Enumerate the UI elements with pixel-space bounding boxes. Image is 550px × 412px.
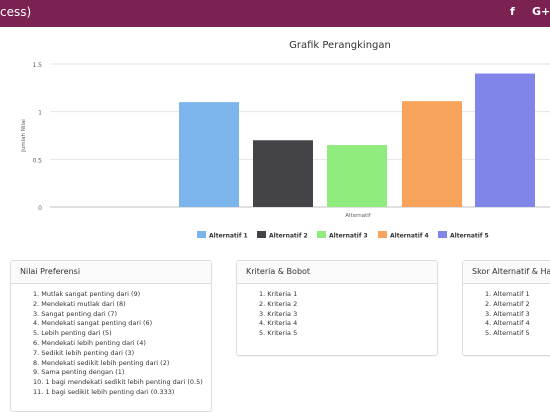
skor-list: 1. Alternatif 1 2. Alternatif 2 3. Alter…: [463, 284, 550, 339]
facebook-icon[interactable]: f: [510, 5, 515, 18]
list-item: 11. 1 bagi sedikit lebih penting dari (0…: [33, 387, 175, 396]
list-item: 6. Mendekati lebih penting dari (4): [33, 338, 146, 347]
panel-title: Skor Alternatif & Has: [463, 261, 550, 284]
legend-label-2: Alternatif 2: [269, 233, 308, 240]
legend-label-5: Alternatif 5: [450, 233, 489, 240]
x-axis-label: Alternatif: [345, 213, 372, 219]
y-tick-label: 0.5: [32, 157, 42, 164]
y-tick-label: 0: [38, 205, 42, 212]
preferensi-list: 1. Mutlak sangat penting dari (9) 2. Men…: [11, 284, 211, 398]
list-item: 5. Lebih penting dari (5): [33, 329, 112, 338]
google-plus-icon[interactable]: G+: [532, 5, 550, 18]
legend-swatch-2: [257, 231, 266, 238]
bar-4: [402, 101, 462, 207]
legend-label-4: Alternatif 4: [390, 233, 429, 240]
list-item: 3. Sangat penting dari (7): [33, 309, 117, 318]
list-item: 8. Mendekati sedikit lebih penting dari …: [33, 358, 170, 367]
list-item: 1. Alternatif 1: [485, 290, 530, 298]
chart-title: Grafik Perangkingan: [289, 40, 391, 51]
list-item: 3. Alternatif 3: [485, 309, 530, 318]
list-item: 4. Alternatif 4: [485, 319, 530, 328]
list-item: 2. Alternatif 2: [485, 299, 530, 308]
panel-skor-alternatif: Skor Alternatif & Has 1. Alternatif 1 2.…: [462, 260, 550, 356]
top-navbar: cess) f G+: [0, 0, 550, 27]
list-item: 4. Kriteria 4: [259, 319, 298, 328]
panel-kriteria-bobot: Kriteria & Bobot 1. Kriteria 1 2. Kriter…: [236, 260, 438, 356]
list-item: 7. Sedikit lebih penting dari (3): [33, 348, 135, 357]
list-item: 5. Alternatif 5: [485, 329, 530, 338]
legend-label-1: Alternatif 1: [209, 233, 248, 240]
panel-nilai-preferensi: Nilai Preferensi 1. Mutlak sangat pentin…: [10, 260, 212, 412]
list-item: 1. Mutlak sangat penting dari (9): [33, 290, 141, 298]
legend-swatch-5: [438, 231, 447, 238]
ranking-chart: 0 0.5 1 1.5 Jumlah Nilai Alternatif Alternatif…: [21, 62, 550, 240]
bar-3: [327, 145, 387, 207]
panel-title: Nilai Preferensi: [11, 261, 211, 284]
legend-swatch-1: [197, 231, 206, 238]
list-item: 1. Kriteria 1: [259, 290, 298, 298]
legend-swatch-4: [378, 231, 387, 238]
app-title: cess): [0, 5, 32, 19]
list-item: 2. Mendekati mutlak dari (8): [33, 299, 126, 308]
list-item: 9. Sama penting dengan (1): [33, 368, 125, 377]
y-axis-label: Jumlah Nilai: [21, 119, 27, 153]
bar-5: [475, 73, 535, 208]
y-tick-label: 1: [38, 110, 42, 117]
list-item: 4. Mendekati sangat penting dari (6): [33, 319, 153, 328]
list-item: 3. Kriteria 3: [259, 309, 298, 318]
panel-title: Kriteria & Bobot: [237, 261, 437, 284]
bar-2: [253, 140, 313, 207]
legend-label-3: Alternatif 3: [329, 233, 368, 240]
list-item: 5. Kriteria 5: [259, 329, 298, 338]
bar-1: [179, 102, 239, 207]
list-item: 2. Kriteria 2: [259, 299, 298, 308]
legend-swatch-3: [317, 231, 326, 238]
list-item: 10. 1 bagi mendekati sedikit lebih penti…: [33, 378, 203, 387]
y-tick-label: 1.5: [32, 62, 42, 69]
kriteria-list: 1. Kriteria 1 2. Kriteria 2 3. Kriteria …: [237, 284, 437, 339]
